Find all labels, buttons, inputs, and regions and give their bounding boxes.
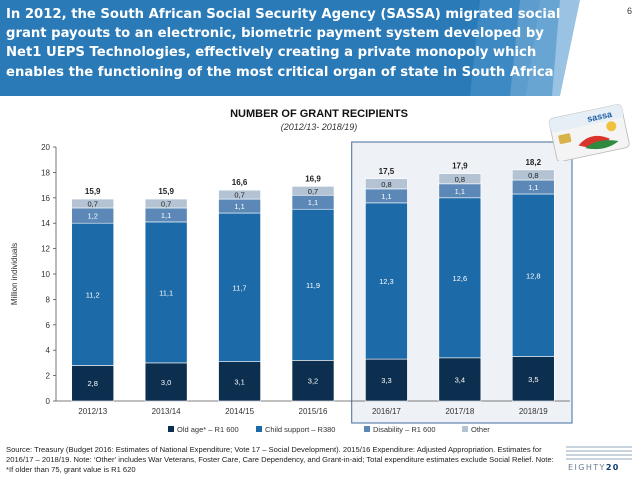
bar-total-label: 16,6 bbox=[232, 178, 248, 187]
bar-value-label: 12,6 bbox=[453, 274, 468, 283]
bar-value-label: 3,1 bbox=[234, 377, 244, 386]
source-note: Source: Treasury (Budget 2016: Estimates… bbox=[6, 445, 554, 475]
y-tick-label: 8 bbox=[46, 295, 51, 304]
bar-value-label: 1,1 bbox=[528, 183, 538, 192]
logo-text: EIGHTY20 bbox=[568, 463, 620, 472]
bar-value-label: 1,1 bbox=[455, 187, 465, 196]
bar-segment bbox=[218, 361, 261, 402]
legend-label: Other bbox=[471, 425, 490, 434]
bar-segment bbox=[511, 169, 555, 181]
bar-segment bbox=[218, 189, 261, 200]
bar-value-label: 3,5 bbox=[528, 375, 538, 384]
bar-segment bbox=[365, 358, 408, 402]
bar-segment bbox=[71, 198, 115, 209]
bar-value-label: 1,1 bbox=[234, 202, 244, 211]
legend-swatch bbox=[462, 426, 468, 432]
legend-label: Child support – R380 bbox=[265, 425, 335, 434]
x-tick-label: 2016/17 bbox=[372, 407, 401, 416]
bar-value-label: 0,7 bbox=[161, 200, 171, 209]
bar-segment bbox=[144, 221, 188, 364]
bar-segment bbox=[291, 208, 335, 361]
bar-value-label: 11,7 bbox=[233, 283, 247, 292]
header-background bbox=[0, 0, 638, 96]
bar-segment bbox=[511, 193, 555, 357]
bar-segment bbox=[71, 222, 115, 366]
logo-stripes-icon bbox=[566, 446, 632, 460]
bar-value-label: 11,2 bbox=[86, 290, 100, 299]
bar-value-label: 0,8 bbox=[455, 175, 465, 184]
x-tick-label: 2018/19 bbox=[519, 407, 548, 416]
bar-segment bbox=[218, 212, 261, 362]
bar-segment bbox=[291, 360, 335, 402]
bar-total-label: 16,9 bbox=[305, 174, 321, 183]
y-tick-label: 2 bbox=[46, 372, 51, 381]
bar-total-label: 18,2 bbox=[525, 158, 541, 167]
chart-subtitle: (2012/13- 2018/19) bbox=[280, 122, 358, 132]
y-tick-label: 20 bbox=[41, 143, 50, 152]
bar-total-label: 15,9 bbox=[85, 187, 101, 196]
eighty20-logo: EIGHTY20 bbox=[566, 445, 632, 475]
x-tick-label: 2014/15 bbox=[225, 407, 254, 416]
stacked-bar-chart: 0 2 4 6 8 10 12 14 16 18 20 Million individuals 2,8 1… bbox=[10, 141, 573, 434]
chart-title: NUMBER OF GRANT RECIPIENTS bbox=[230, 108, 408, 120]
bar-value-label: 11,9 bbox=[306, 281, 320, 290]
bar-segment bbox=[144, 198, 188, 209]
logo-text-prefix: EIGHTY bbox=[568, 463, 606, 472]
sassa-card-image: sassa bbox=[548, 104, 630, 161]
bar-value-label: 1,1 bbox=[161, 211, 171, 220]
legend-label: Disability – R1 600 bbox=[373, 425, 436, 434]
x-tick-label: 2013/14 bbox=[152, 407, 181, 416]
bar-total-label: 15,9 bbox=[158, 187, 174, 196]
y-tick-label: 18 bbox=[41, 168, 50, 177]
bar-value-label: 0,8 bbox=[528, 171, 538, 180]
bar-value-label: 11,1 bbox=[159, 288, 173, 297]
bar-value-label: 3,3 bbox=[381, 376, 391, 385]
bar-value-label: 1,1 bbox=[308, 198, 318, 207]
legend-label: Old age* – R1 600 bbox=[177, 425, 239, 434]
y-axis-label: Million individuals bbox=[10, 243, 19, 305]
logo-text-suffix: 20 bbox=[605, 463, 620, 472]
bar-segment bbox=[438, 173, 482, 185]
bar-total-label: 17,5 bbox=[379, 167, 395, 176]
x-tick-label: 2012/13 bbox=[78, 407, 107, 416]
y-tick-label: 0 bbox=[46, 397, 51, 406]
bar-segment bbox=[438, 197, 482, 359]
y-tick-label: 14 bbox=[41, 219, 50, 228]
y-tick-label: 4 bbox=[46, 346, 51, 355]
bar-segment bbox=[291, 186, 335, 196]
x-tick-label: 2015/16 bbox=[299, 407, 328, 416]
y-tick-label: 16 bbox=[41, 194, 50, 203]
bar-value-label: 0,7 bbox=[234, 191, 244, 200]
bar-value-label: 3,4 bbox=[455, 375, 465, 384]
bar-value-label: 12,8 bbox=[526, 271, 541, 280]
legend-swatch bbox=[256, 426, 262, 432]
bar-value-label: 0,7 bbox=[308, 187, 318, 196]
y-tick-label: 10 bbox=[41, 270, 50, 279]
bar-segment bbox=[365, 178, 408, 190]
bar-value-label: 0,8 bbox=[381, 180, 391, 189]
bar-value-label: 3,2 bbox=[308, 377, 318, 386]
bar-segment bbox=[511, 356, 555, 402]
header-banner: In 2012, the South African Social Securi… bbox=[0, 0, 638, 96]
x-tick-label: 2017/18 bbox=[445, 407, 474, 416]
bar-segment bbox=[144, 362, 188, 402]
bar-segment bbox=[365, 202, 408, 360]
y-tick-label: 6 bbox=[46, 321, 51, 330]
bar-value-label: 2,8 bbox=[87, 379, 97, 388]
bar-value-label: 3,0 bbox=[161, 378, 171, 387]
bar-total-label: 17,9 bbox=[452, 162, 468, 171]
page-number: 6 bbox=[626, 6, 632, 16]
bar-value-label: 0,7 bbox=[87, 200, 97, 209]
bar-value-label: 12,3 bbox=[379, 277, 394, 286]
headline: In 2012, the South African Social Securi… bbox=[6, 7, 561, 80]
bar-value-label: 1,2 bbox=[87, 212, 97, 221]
legend-swatch bbox=[364, 426, 370, 432]
legend-swatch bbox=[168, 426, 174, 432]
bar-value-label: 1,1 bbox=[381, 192, 391, 201]
y-tick-label: 12 bbox=[41, 245, 50, 254]
